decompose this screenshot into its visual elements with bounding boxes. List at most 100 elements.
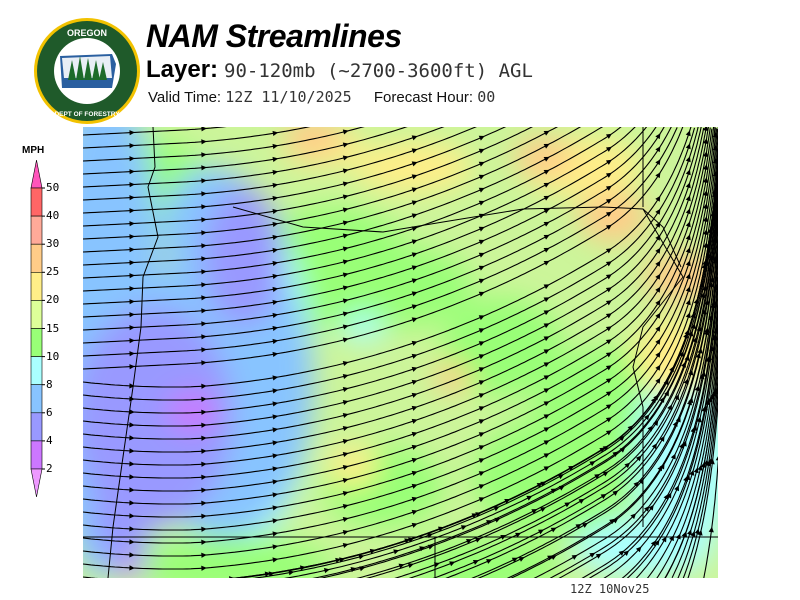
streamline — [83, 127, 622, 279]
streamline-arrow — [478, 226, 485, 232]
streamline-arrow — [201, 487, 207, 493]
streamline-arrow — [675, 533, 681, 540]
layer-label: Layer: — [146, 56, 219, 83]
streamline-arrow — [272, 299, 279, 305]
legend-band-15-20 — [30, 300, 43, 329]
streamline — [549, 248, 718, 578]
streamline-arrow — [411, 431, 418, 437]
streamline-arrow — [686, 529, 692, 536]
streamline-arrow — [201, 448, 207, 454]
streamline-arrow — [666, 492, 672, 499]
streamline-arrow — [272, 531, 279, 537]
streamline-arrow — [411, 161, 418, 167]
streamline-arrow — [342, 438, 349, 445]
streamline-arrow — [543, 221, 550, 227]
streamline-arrow — [703, 216, 709, 223]
streamline-arrow — [655, 133, 661, 140]
streamline-arrow — [129, 247, 135, 253]
streamline-arrow — [543, 297, 550, 303]
streamline-arrow — [201, 321, 207, 327]
streamline-arrow — [543, 349, 550, 355]
page-title: NAM Streamlines — [146, 18, 402, 54]
streamline — [83, 127, 582, 253]
streamline-arrow — [708, 526, 714, 533]
streamline-arrow — [460, 525, 467, 531]
forecast-hour-label: Forecast Hour: — [373, 89, 474, 106]
streamline-arrow — [685, 247, 691, 254]
streamline-arrow — [595, 553, 602, 559]
streamline-arrow — [644, 414, 650, 421]
streamline-arrow — [681, 361, 687, 368]
streamline-arrow — [129, 208, 135, 214]
streamline-arrow — [612, 518, 619, 524]
streamline — [83, 136, 718, 570]
streamline-arrow — [635, 455, 642, 462]
streamline-arrow — [674, 485, 680, 492]
legend-band-20-25 — [30, 271, 43, 301]
forecast-hour-value: 00 — [477, 88, 496, 106]
streamline-arrow — [342, 503, 349, 510]
streamline-arrow — [201, 396, 207, 402]
streamline-arrow — [129, 396, 135, 402]
color-legend — [30, 159, 45, 498]
streamline-arrow — [688, 397, 694, 404]
streamline-arrow — [685, 260, 691, 267]
streamline-arrow — [623, 550, 630, 557]
streamline-arrow — [543, 310, 550, 316]
legend-tick-label: 10 — [46, 349, 60, 363]
streamline-arrow — [129, 143, 135, 149]
streamline-arrow — [472, 560, 479, 565]
streamline-arrow — [589, 461, 596, 467]
streamline-arrow — [540, 481, 547, 487]
streamline-arrow — [342, 246, 349, 252]
streamline-arrow — [342, 233, 349, 239]
valid-time-value: 12Z 11/10/2025 — [225, 88, 352, 106]
streamline — [83, 128, 718, 544]
streamline-arrow — [478, 419, 485, 425]
valid-time-label: Valid Time: — [148, 89, 222, 106]
streamline-arrow — [605, 274, 612, 280]
streamline-arrow — [605, 430, 612, 436]
streamline-arrow — [605, 300, 612, 306]
streamline-arrow — [342, 272, 349, 278]
streamline-arrow — [342, 311, 349, 317]
streamline-arrow — [706, 354, 712, 361]
streamline-arrow — [679, 442, 684, 449]
streamline — [83, 127, 702, 427]
shading-blob — [203, 187, 283, 327]
streamline — [510, 229, 718, 578]
streamline-arrow — [638, 478, 645, 485]
legend-unit: MPH — [22, 145, 45, 156]
streamline-arrow — [543, 414, 550, 420]
streamline-arrow — [543, 156, 550, 162]
streamline-arrow — [669, 535, 674, 542]
streamline-arrow — [605, 198, 612, 204]
streamline-arrow — [605, 339, 612, 345]
streamline-arrow — [342, 490, 349, 497]
streamline-arrow — [716, 142, 718, 145]
streamline-arrow — [602, 471, 609, 477]
streamline-arrow — [342, 207, 349, 213]
streamline — [603, 279, 718, 578]
streamline — [83, 127, 559, 240]
streamline-arrow — [692, 336, 698, 343]
streamline — [83, 127, 709, 466]
streamline-arrow — [708, 281, 714, 288]
streamline-arrow — [697, 529, 703, 536]
streamline-arrow — [511, 557, 518, 563]
streamline-arrow — [655, 221, 661, 228]
streamline-arrow — [272, 453, 279, 459]
streamline-arrow — [478, 445, 485, 451]
streamline-arrow — [272, 247, 279, 253]
streamline-arrow — [201, 539, 207, 545]
streamline-arrow — [342, 129, 349, 135]
streamline — [83, 127, 684, 370]
streamline — [432, 196, 718, 578]
shading-blob — [168, 392, 218, 432]
streamline-arrow — [272, 401, 279, 407]
streamline-arrow — [693, 467, 699, 474]
streamline-arrow — [411, 366, 418, 372]
streamline-arrow — [543, 247, 550, 253]
streamline-arrow — [605, 224, 612, 230]
streamline-arrow — [605, 146, 612, 152]
